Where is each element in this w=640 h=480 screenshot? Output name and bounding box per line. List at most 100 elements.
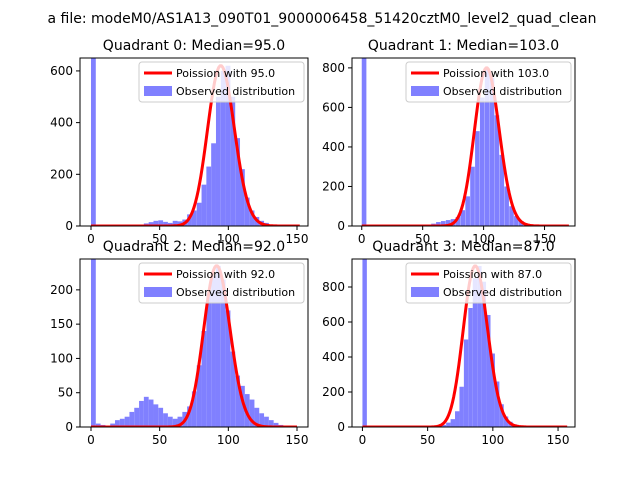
histogram-bar <box>494 381 500 427</box>
y-tick-label: 150 <box>50 317 73 331</box>
x-tick-label: 100 <box>217 433 240 447</box>
histogram-bar <box>187 406 192 427</box>
histogram-bar <box>163 413 168 427</box>
legend-hist-swatch <box>411 86 439 96</box>
histogram-bar <box>249 210 255 226</box>
x-tick-label: 50 <box>152 433 167 447</box>
histogram-bar <box>148 399 154 427</box>
histogram-bar <box>201 331 207 427</box>
legend-hist-label: Observed distribution <box>443 85 562 98</box>
histogram-bar <box>503 416 509 427</box>
y-tick-label: 0 <box>65 420 73 434</box>
histogram-bar <box>158 220 164 226</box>
histogram-bar <box>167 416 173 427</box>
legend: Poission with 87.0 Observed distribution <box>405 262 572 304</box>
histogram-bar <box>254 407 260 427</box>
legend: Poission with 103.0 Observed distribution <box>405 61 572 103</box>
subplot-quadrant-1: 0 50 100 150 0 200 400 600 800 Poission with 103.… <box>322 38 576 246</box>
histogram-bar <box>163 221 168 226</box>
histogram-bar <box>240 385 245 427</box>
y-tick-label: 100 <box>50 351 73 365</box>
histogram-bar <box>119 418 125 427</box>
histogram-bar <box>445 220 451 226</box>
x-tick-label: 150 <box>286 433 309 447</box>
y-tick-label: 400 <box>50 116 73 130</box>
axes-frame <box>351 258 576 428</box>
histogram-bar <box>196 202 202 226</box>
histogram-bar <box>139 400 144 427</box>
y-tick-label: 200 <box>50 167 73 181</box>
histogram-bar <box>143 396 149 427</box>
subplot-quadrant-3: 0 50 100 150 0 200 400 600 800 Poission with 87.0… <box>322 239 576 447</box>
histogram-bar <box>201 184 207 226</box>
legend-fit-label: Poission with 95.0 <box>176 67 275 80</box>
histogram-bar <box>268 420 274 427</box>
histogram-bar <box>196 365 202 427</box>
legend-hist-swatch <box>144 287 172 297</box>
histogram-bar <box>235 375 241 427</box>
legend-box <box>138 61 305 103</box>
histogram-bar <box>177 416 183 427</box>
histogram-bar <box>206 293 212 427</box>
legend-fit-label: Poission with 92.0 <box>176 268 275 281</box>
x-tick-label: 50 <box>152 232 167 246</box>
x-tick-label: 150 <box>533 232 556 246</box>
histogram-bar <box>459 386 464 427</box>
histogram-bar <box>455 217 461 226</box>
histogram-bar <box>441 424 447 427</box>
legend-hist-swatch <box>144 86 172 96</box>
histogram-bar <box>481 281 487 427</box>
histogram-bar <box>460 210 466 226</box>
y-tick-label: 600 <box>322 315 345 329</box>
y-tick-label: 0 <box>337 420 345 434</box>
histogram-bar <box>463 339 469 427</box>
histogram-bar <box>225 65 231 226</box>
subplot-quadrant-2: 0 50 100 150 0 50 100 150 200 Poission with 92.0 O… <box>50 239 309 447</box>
histogram-bar <box>479 97 485 226</box>
histogram-bar <box>230 96 236 226</box>
legend: Poission with 92.0 Observed distribution <box>138 262 305 304</box>
histogram-bar <box>240 169 245 226</box>
histogram-bar <box>230 351 236 427</box>
histogram-bar <box>244 197 250 226</box>
x-tick-label: 100 <box>472 232 495 246</box>
histogram-bar <box>490 353 495 427</box>
axes-frame <box>351 57 576 227</box>
histogram-bar <box>475 131 480 226</box>
histogram-bar <box>211 276 216 427</box>
y-tick-label: 600 <box>50 64 73 78</box>
histogram-bar <box>440 221 446 226</box>
legend-hist-label: Observed distribution <box>176 85 295 98</box>
legend-hist-label: Observed distribution <box>443 286 562 299</box>
y-tick-label: 0 <box>65 219 73 233</box>
poisson-fit-line <box>90 64 300 226</box>
y-tick-label: 50 <box>58 386 73 400</box>
legend-hist-label: Observed distribution <box>176 286 295 299</box>
histogram-bar <box>514 216 519 226</box>
histogram-bar <box>494 115 500 226</box>
histogram-bar <box>499 154 505 226</box>
histogram-bar <box>509 206 514 226</box>
legend-box <box>138 262 305 304</box>
axes-frame <box>79 258 309 428</box>
histogram-bar <box>167 222 173 226</box>
histogram-bar <box>211 143 216 226</box>
histogram-bar <box>215 265 221 427</box>
poisson-fit-line <box>90 264 298 427</box>
histogram-bar <box>486 315 491 427</box>
legend-box <box>405 262 572 304</box>
histogram <box>361 58 534 226</box>
histogram-bar <box>110 423 116 427</box>
x-tick-label: 0 <box>87 232 95 246</box>
subplot-quadrant-0: 0 50 100 150 0 200 400 600 Poission with 95.0 Obs… <box>50 38 309 246</box>
histogram-bar <box>273 422 279 427</box>
histogram-bar <box>206 166 212 226</box>
y-tick-label: 600 <box>322 100 345 114</box>
histogram-bar <box>115 420 120 427</box>
histogram-bar <box>361 58 367 226</box>
x-tick-label: 150 <box>286 232 309 246</box>
histogram-bar <box>191 391 197 427</box>
x-tick-label: 0 <box>87 433 95 447</box>
histogram-bar <box>436 222 441 226</box>
